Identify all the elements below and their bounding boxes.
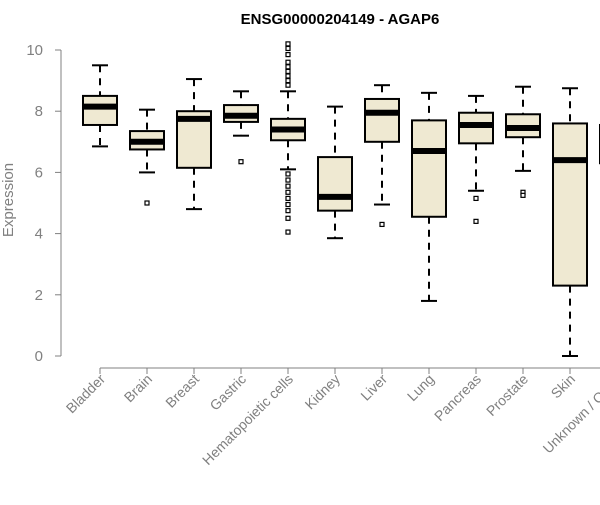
box-kidney bbox=[317, 105, 353, 240]
x-tick-label: Pancreas bbox=[431, 371, 484, 424]
outlier-point bbox=[473, 195, 479, 202]
outlier-point bbox=[379, 221, 385, 228]
y-axis-label: Expression bbox=[0, 163, 17, 237]
outlier-point bbox=[285, 229, 291, 235]
outlier-point bbox=[285, 41, 291, 47]
y-axis: 0 2 4 6 8 10 bbox=[26, 42, 62, 365]
x-tick-label: Liver bbox=[357, 371, 390, 404]
outlier-point bbox=[285, 64, 291, 70]
y-tick-label: 10 bbox=[26, 42, 43, 59]
x-tick-label: Kidney bbox=[302, 371, 344, 413]
boxes-group bbox=[82, 41, 600, 357]
outlier-point bbox=[144, 200, 150, 206]
outlier-point bbox=[285, 73, 291, 79]
x-tick-label: Bladder bbox=[63, 371, 109, 417]
x-tick-label: Gastric bbox=[206, 371, 249, 414]
outlier-point bbox=[285, 51, 291, 58]
outlier-point bbox=[285, 45, 291, 52]
box-iqr bbox=[364, 97, 400, 143]
box-brain bbox=[129, 108, 165, 206]
box-iqr bbox=[458, 111, 494, 145]
outlier-point bbox=[285, 77, 291, 84]
y-tick-label: 2 bbox=[35, 287, 43, 304]
box-iqr bbox=[82, 94, 118, 126]
box-hematopoietic-cells bbox=[270, 41, 306, 235]
outlier-point bbox=[285, 177, 291, 183]
outlier-point bbox=[285, 82, 291, 88]
y-tick-label: 6 bbox=[35, 164, 43, 181]
box-gastric bbox=[223, 90, 259, 165]
outlier-point bbox=[285, 183, 291, 189]
outlier-point bbox=[520, 192, 526, 198]
outlier-point bbox=[285, 189, 291, 195]
y-tick-label: 8 bbox=[35, 103, 43, 120]
box-breast bbox=[176, 78, 212, 211]
outlier-point bbox=[285, 195, 291, 202]
x-tick-label: Brain bbox=[121, 371, 155, 405]
outlier-point bbox=[238, 159, 244, 165]
box-iqr bbox=[552, 122, 588, 287]
x-tick-label: Lung bbox=[404, 371, 437, 404]
box-pancreas bbox=[458, 94, 494, 224]
box-skin bbox=[552, 87, 588, 357]
outlier-point bbox=[285, 59, 291, 65]
outlier-point bbox=[285, 68, 291, 75]
y-tick-label: 0 bbox=[35, 348, 43, 365]
x-tick-label: Skin bbox=[548, 371, 579, 402]
outlier-point bbox=[285, 171, 291, 177]
box-liver bbox=[364, 84, 400, 228]
outlier-point bbox=[285, 215, 291, 221]
x-tick-label: Prostate bbox=[483, 371, 531, 419]
x-tick-label: Hematopoietic cells bbox=[199, 371, 296, 468]
box-prostate bbox=[505, 85, 541, 198]
outlier-point bbox=[285, 201, 291, 208]
box-lung bbox=[411, 91, 447, 302]
box-bladder bbox=[82, 64, 118, 148]
chart-title: ENSG00000204149 - AGAP6 bbox=[241, 11, 440, 28]
x-tick-label: Breast bbox=[162, 371, 202, 411]
outlier-point bbox=[473, 218, 479, 224]
y-tick-label: 4 bbox=[35, 226, 43, 243]
box-iqr bbox=[411, 119, 447, 218]
outlier-point bbox=[285, 208, 291, 214]
box-iqr bbox=[317, 156, 353, 212]
